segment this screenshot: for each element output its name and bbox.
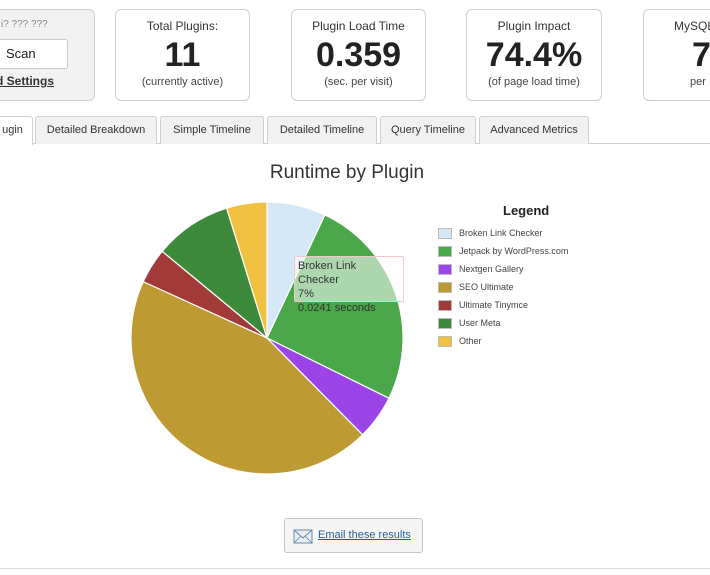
- settings-link[interactable]: d Settings: [0, 74, 55, 88]
- scan-button[interactable]: Scan: [0, 39, 68, 69]
- tab-query-timeline[interactable]: Query Timeline: [380, 116, 476, 144]
- tooltip-percent: 7%: [298, 288, 314, 300]
- stat-label: Total Plugins:: [146, 19, 219, 33]
- tab-advanced-metrics[interactable]: Advanced Metrics: [479, 116, 589, 144]
- legend-label: User Meta: [459, 318, 501, 328]
- stat-mysql: MySQL 7 per: [643, 9, 710, 101]
- legend-label: SEO Ultimate: [459, 282, 514, 292]
- pie-chart[interactable]: [126, 200, 408, 482]
- legend-item: Ultimate Tinymce: [438, 296, 618, 314]
- legend-item: SEO Ultimate: [438, 278, 618, 296]
- legend-swatch: [438, 227, 452, 239]
- chart-legend: Legend Broken Link Checker Jetpack by Wor…: [438, 203, 618, 350]
- legend-label: Ultimate Tinymce: [459, 300, 529, 310]
- stat-value: 0.359: [315, 36, 402, 74]
- legend-item: Jetpack by WordPress.com: [438, 242, 618, 260]
- email-results-label[interactable]: Email these results: [318, 529, 411, 541]
- legend-swatch: [438, 335, 452, 347]
- email-results-button[interactable]: Email these results: [284, 518, 423, 553]
- tab-detailed-breakdown[interactable]: Detailed Breakdown: [35, 116, 157, 144]
- tab-simple-timeline[interactable]: Simple Timeline: [160, 116, 264, 144]
- stat-label: MySQL: [674, 19, 710, 33]
- stat-plugin-load-time: Plugin Load Time 0.359 (sec. per visit): [291, 9, 426, 101]
- scan-panel: i? ??? ??? Scan d Settings: [0, 9, 95, 101]
- legend-swatch: [438, 281, 452, 293]
- chart-tooltip: Broken Link Checker 7% 0.0241 seconds: [294, 256, 404, 314]
- stat-label: Plugin Load Time: [312, 19, 405, 33]
- stat-total-plugins: Total Plugins: 11 (currently active): [115, 9, 250, 101]
- divider: [0, 568, 710, 569]
- stat-sub: (currently active): [141, 76, 224, 88]
- legend-label: Nextgen Gallery: [459, 264, 524, 274]
- legend-title: Legend: [503, 203, 550, 218]
- tab-runtime-by-plugin[interactable]: ugin: [0, 116, 33, 145]
- envelope-icon: [293, 529, 313, 544]
- stat-sub: (sec. per visit): [324, 76, 393, 88]
- legend-label: Broken Link Checker: [459, 228, 543, 238]
- stat-sub: (of page load time): [488, 76, 580, 88]
- legend-label: Jetpack by WordPress.com: [459, 246, 569, 256]
- chart-title: Runtime by Plugin: [269, 162, 425, 183]
- legend-label: Other: [459, 336, 482, 346]
- legend-item: Broken Link Checker: [438, 224, 618, 242]
- tooltip-seconds: 0.0241 seconds: [298, 302, 376, 314]
- stat-plugin-impact: Plugin Impact 74.4% (of page load time): [466, 9, 602, 101]
- tooltip-name: Broken Link Checker: [298, 260, 357, 286]
- legend-swatch: [438, 299, 452, 311]
- pie-slice-seo-ultimate[interactable]: [130, 280, 364, 475]
- stat-value: 74.4%: [485, 36, 583, 74]
- legend-swatch: [438, 317, 452, 329]
- legend-item: Nextgen Gallery: [438, 260, 618, 278]
- legend-item: Other: [438, 332, 618, 350]
- legend-item: User Meta: [438, 314, 618, 332]
- stat-value: 11: [164, 36, 201, 74]
- stat-sub: per: [690, 76, 706, 88]
- tab-detailed-timeline[interactable]: Detailed Timeline: [267, 116, 377, 144]
- pie-slice-user-meta[interactable]: [161, 207, 269, 340]
- tab-bar: ugin Detailed Breakdown Simple Timeline …: [0, 116, 710, 145]
- stat-label: Plugin Impact: [497, 19, 571, 33]
- pie-slice-other[interactable]: [225, 201, 268, 339]
- scan-caption: i? ??? ???: [1, 19, 48, 30]
- legend-swatch: [438, 245, 452, 257]
- legend-swatch: [438, 263, 452, 275]
- stat-value: 7: [692, 36, 710, 74]
